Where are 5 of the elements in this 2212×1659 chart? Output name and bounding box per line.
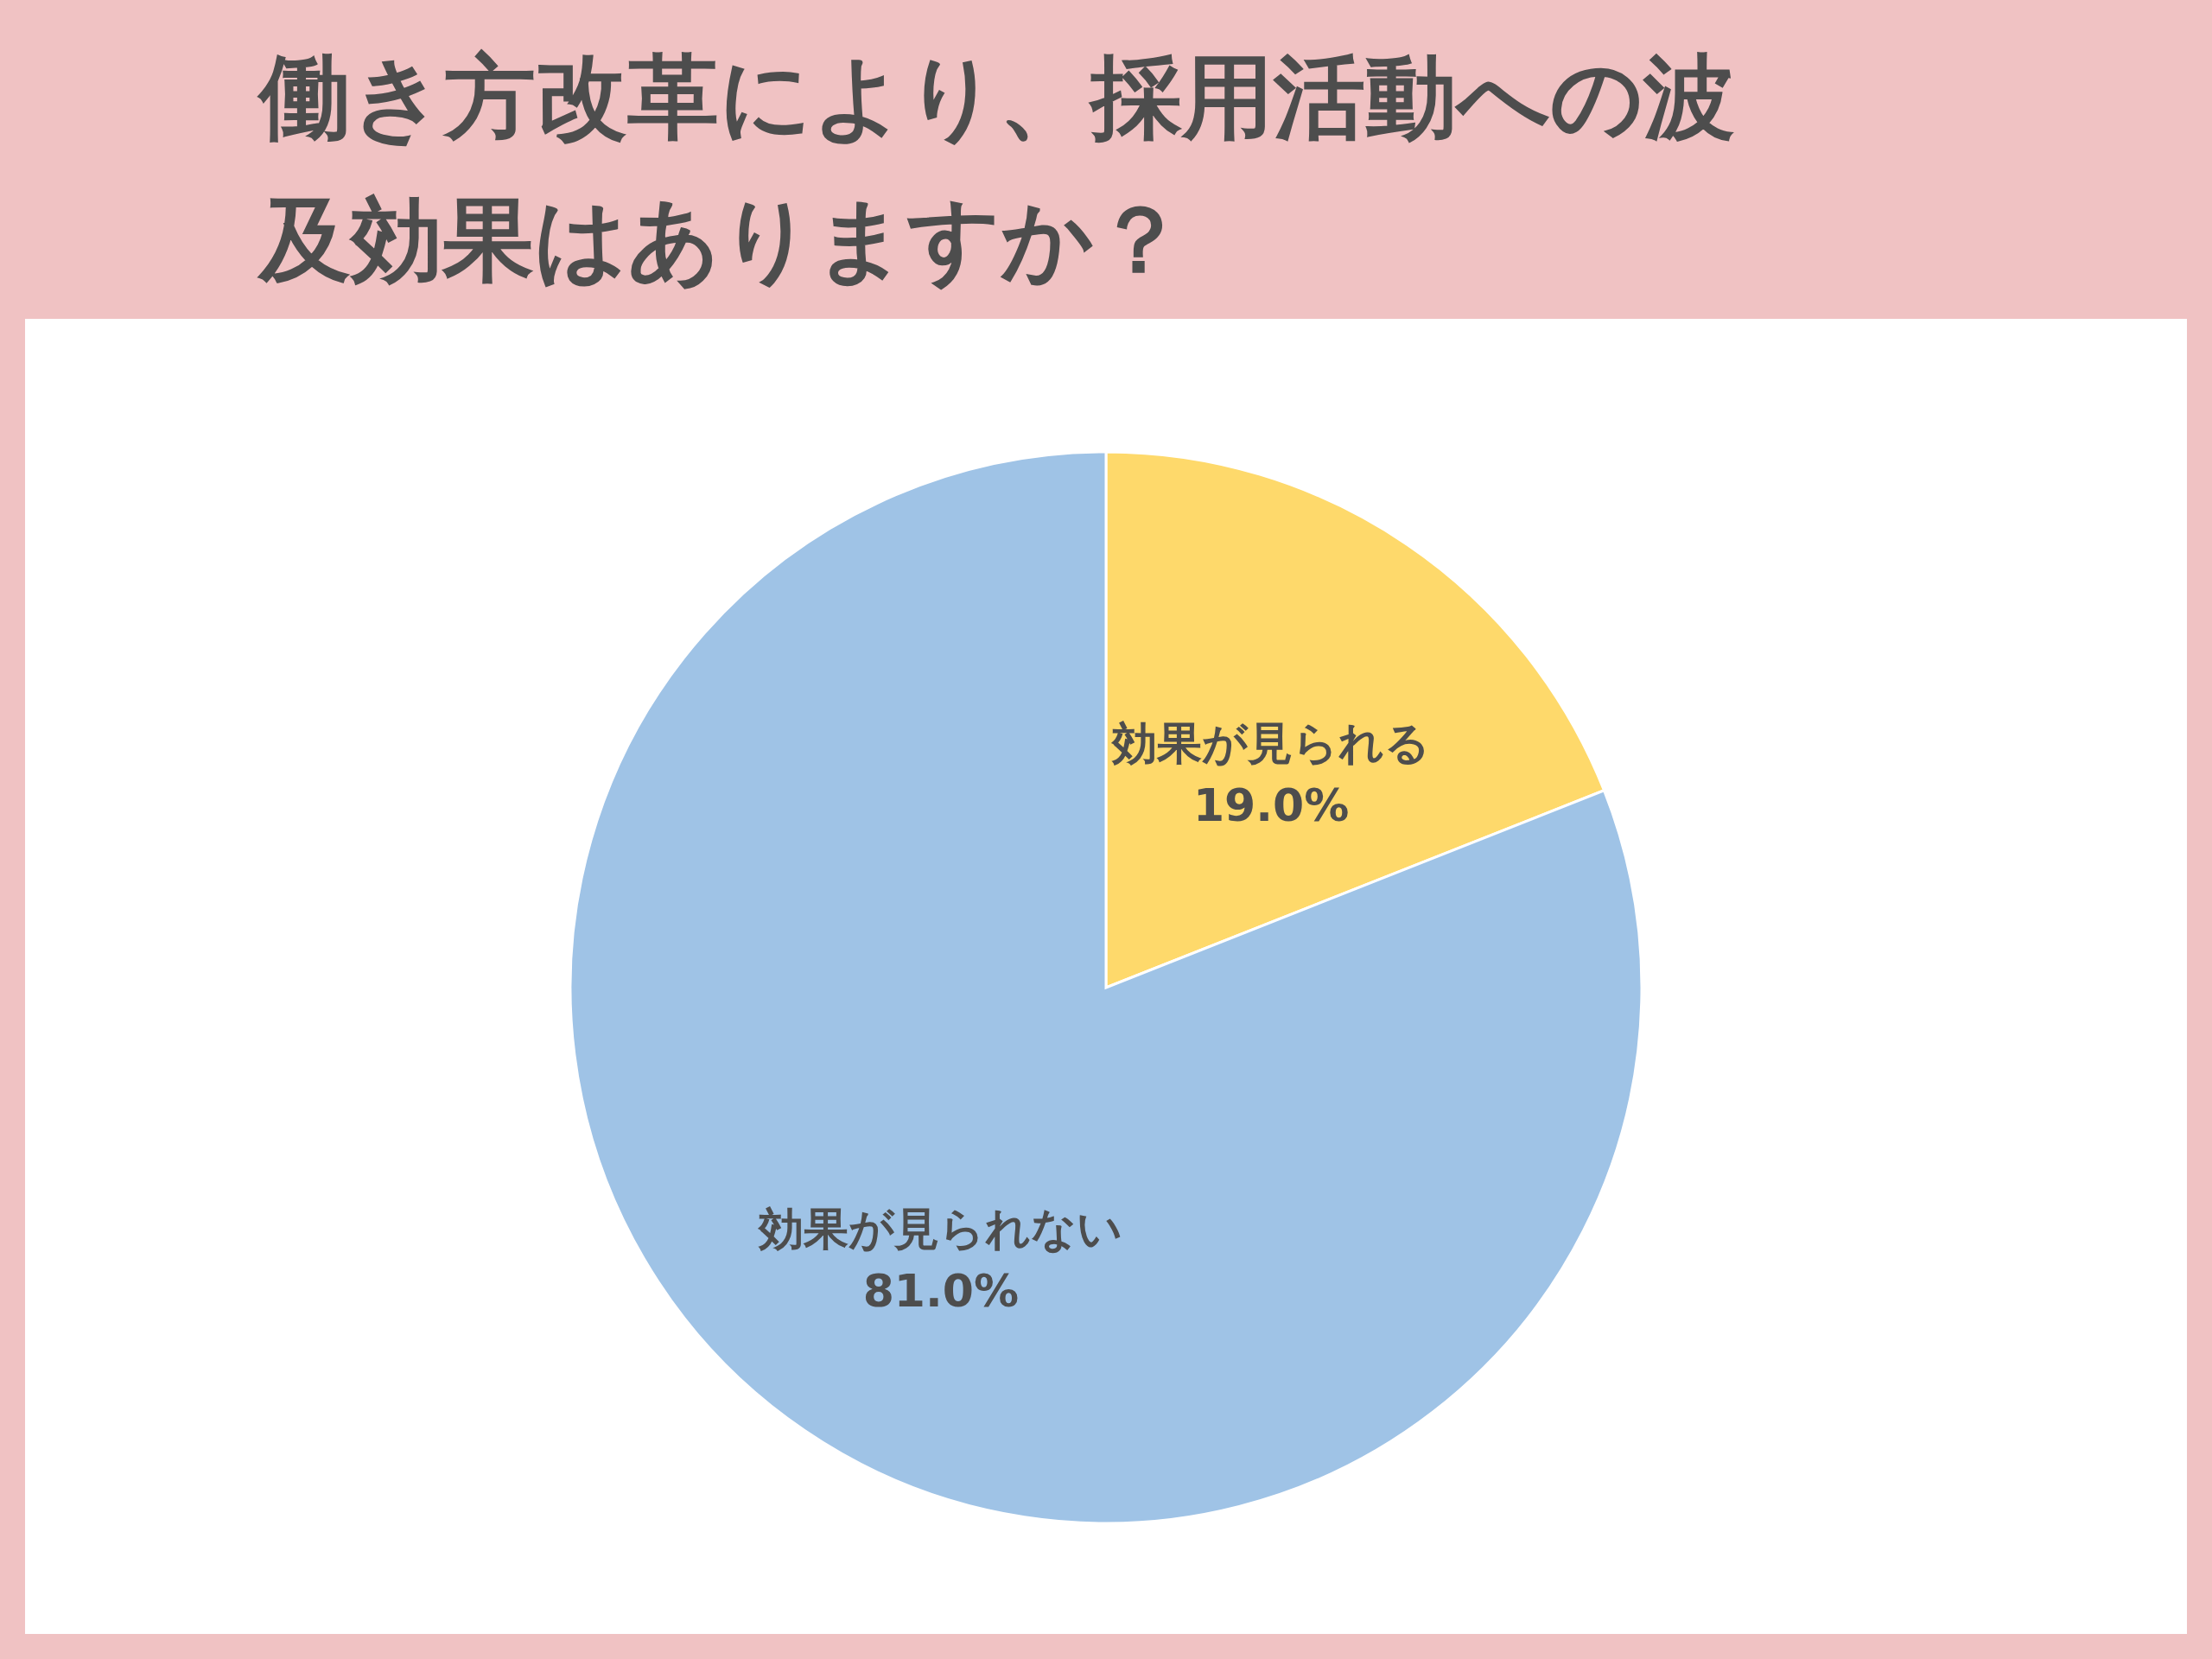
slice-label: 効果が見られる — [1110, 716, 1431, 769]
pie-slice — [569, 450, 1643, 1525]
data-label: 81.0% — [862, 1265, 1020, 1318]
slice-label: 効果が見られない — [757, 1203, 1123, 1255]
data-label: 19.0% — [1192, 779, 1350, 831]
